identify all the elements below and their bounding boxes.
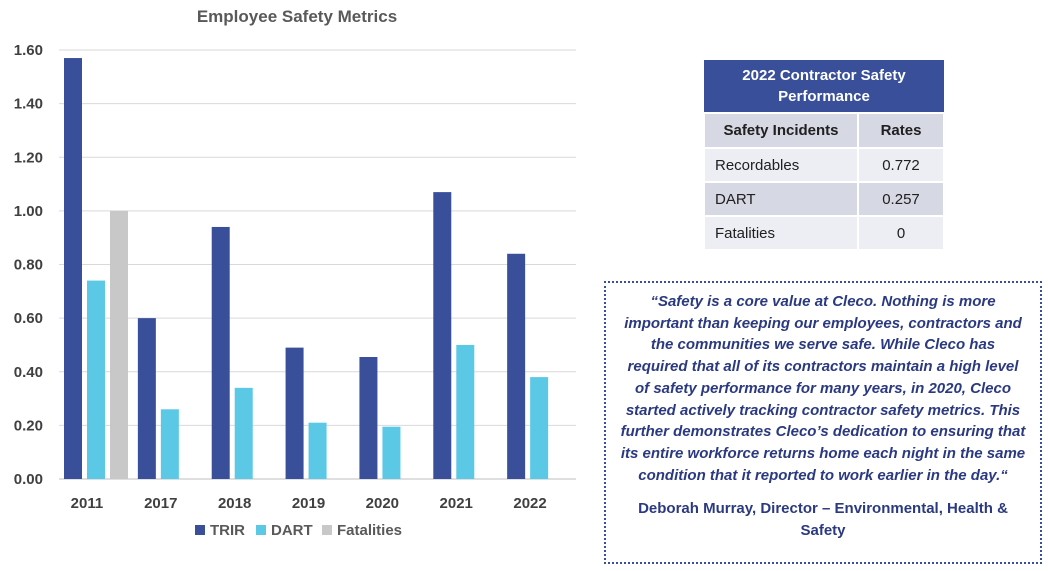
x-tick-label: 2011 [71, 495, 104, 512]
x-tick-label: 2022 [513, 495, 546, 512]
bar-dart-2017 [160, 409, 179, 479]
contractor-safety-table: 2022 Contractor Safety Performance Safet… [703, 60, 945, 251]
row-value: 0.257 [857, 181, 945, 217]
quote-author: Deborah Murray, Director – Environmental… [638, 500, 1008, 540]
row-label: DART [703, 181, 859, 217]
bar-dart-2021 [456, 344, 475, 479]
bar-dart-2019 [308, 422, 327, 479]
bar-dart-2011 [87, 280, 105, 479]
quote-box: “Safety is a core value at Cleco. Nothin… [604, 281, 1042, 564]
bar-fatalities-2011 [110, 210, 128, 479]
row-value: 0 [857, 215, 945, 251]
y-tick-label: 0.80 [14, 257, 43, 274]
bar-trir-2021 [433, 192, 452, 479]
bar-trir-2018 [211, 226, 230, 479]
bar-trir-2022 [507, 253, 526, 479]
legend-label-fatalities: Fatalities [337, 522, 402, 539]
chart-title: Employee Safety Metrics [197, 7, 397, 26]
header-safety-incidents: Safety Incidents [703, 112, 859, 149]
bar-dart-2020 [382, 426, 401, 479]
y-tick-label: 1.60 [14, 42, 43, 59]
row-label: Fatalities [703, 215, 859, 251]
x-tick-label: 2020 [366, 495, 399, 512]
legend-swatch-fatalities [322, 525, 332, 535]
legend-swatch-trir [195, 525, 205, 535]
bar-trir-2019 [285, 347, 304, 479]
legend-swatch-dart [256, 525, 266, 535]
x-tick-label: 2019 [292, 495, 325, 512]
y-tick-label: 1.00 [14, 203, 43, 220]
y-tick-label: 0.40 [14, 364, 43, 381]
header-rates: Rates [857, 112, 945, 149]
y-tick-label: 0.60 [14, 310, 43, 327]
bar-trir-2020 [359, 357, 378, 479]
x-tick-label: 2017 [144, 495, 177, 512]
quote-text: “Safety is a core value at Cleco. Nothin… [620, 293, 1026, 484]
y-tick-label: 1.20 [14, 149, 43, 166]
row-value: 0.772 [857, 147, 945, 183]
row-label: Recordables [703, 147, 859, 183]
y-tick-label: 1.40 [14, 96, 43, 113]
table-title: 2022 Contractor Safety Performance [704, 60, 944, 113]
legend-label-trir: TRIR [210, 522, 245, 539]
x-tick-label: 2018 [218, 495, 251, 512]
table-row: DART 0.257 [703, 181, 945, 217]
x-tick-label: 2021 [440, 495, 473, 512]
y-tick-label: 0.00 [14, 471, 43, 488]
employee-safety-chart: Employee Safety Metrics 0.00 0.20 0.40 0.60… [14, 7, 576, 539]
bar-dart-2018 [234, 387, 253, 479]
table-row: Recordables 0.772 [703, 147, 945, 183]
legend-label-dart: DART [271, 522, 313, 539]
table-row: Fatalities 0 [703, 215, 945, 251]
bar-trir-2017 [137, 318, 156, 479]
bar-dart-2022 [530, 377, 549, 479]
bar-trir-2011 [64, 58, 82, 479]
y-tick-label: 0.20 [14, 417, 43, 434]
